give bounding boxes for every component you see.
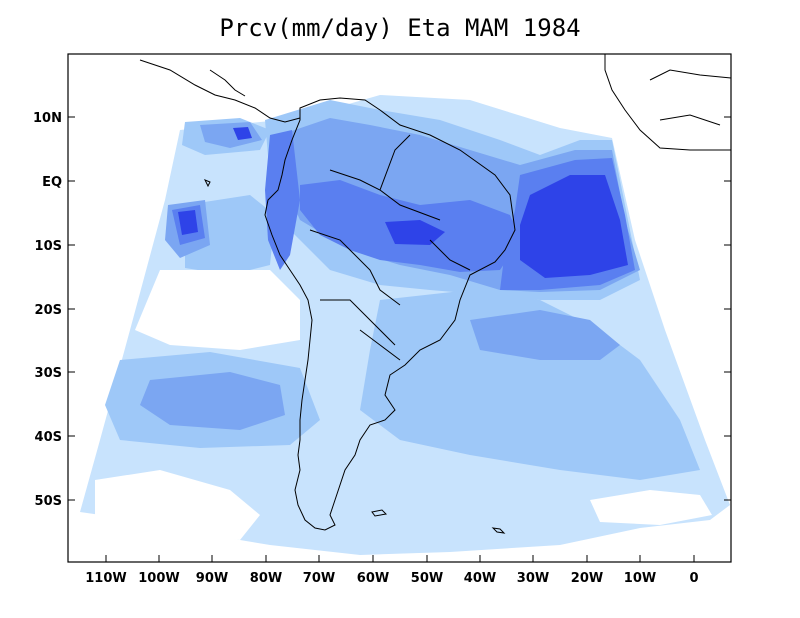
- x-tick-label: 90W: [196, 571, 228, 586]
- x-axis: 110W 100W 90W 80W 70W 60W 50W 40W 30W 20…: [85, 555, 699, 586]
- x-tick-label: 30W: [517, 571, 549, 586]
- x-tick-label: 20W: [571, 571, 603, 586]
- x-tick-label: 50W: [411, 571, 443, 586]
- dry-region: [590, 490, 712, 525]
- coastlines: [139, 54, 731, 534]
- precip-light-patch: [185, 195, 275, 275]
- dry-region: [135, 270, 300, 350]
- precip-intense-patch: [520, 175, 628, 278]
- y-tick-label: 20S: [35, 303, 62, 318]
- x-tick-label: 70W: [303, 571, 335, 586]
- precip-intense-patch: [178, 210, 198, 235]
- y-tick-label: 30S: [35, 366, 62, 381]
- y-tick-label: 10N: [33, 111, 62, 126]
- x-tick-label: 0: [689, 571, 698, 586]
- island-outline: [371, 509, 388, 517]
- x-tick-label: 40W: [464, 571, 496, 586]
- dry-region: [95, 470, 260, 540]
- africa-coastline: [604, 54, 731, 151]
- map-frame: [67, 53, 732, 563]
- x-tick-label: 80W: [250, 571, 282, 586]
- precip-medium-patch: [140, 372, 285, 430]
- precip-strong-patch: [265, 130, 300, 270]
- central-america-coastline: [139, 59, 301, 123]
- x-tick-label: 10W: [624, 571, 656, 586]
- precip-intense-patch: [385, 220, 445, 245]
- x-tick-label: 100W: [138, 571, 179, 586]
- country-borders: [309, 134, 471, 361]
- y-tick-label: 40S: [35, 430, 62, 445]
- central-america-coastline: [209, 69, 246, 97]
- precip-intense-patch: [233, 127, 252, 140]
- map-title: Prcv(mm/day) Eta MAM 1984: [219, 14, 581, 42]
- y-axis: 10N EQ 10S 20S 30S 40S 50S: [33, 111, 731, 509]
- precip-medium-patch: [470, 310, 620, 360]
- south-america-coastline: [264, 97, 516, 531]
- y-tick-label: EQ: [42, 175, 62, 190]
- x-tick-label: 60W: [357, 571, 389, 586]
- y-tick-label: 10S: [35, 239, 62, 254]
- x-tick-label: 110W: [85, 571, 126, 586]
- island-outline: [203, 179, 211, 188]
- y-tick-label: 50S: [35, 494, 62, 509]
- africa-borders: [649, 69, 731, 126]
- precip-light-patch: [360, 290, 700, 480]
- island-outline: [491, 527, 506, 534]
